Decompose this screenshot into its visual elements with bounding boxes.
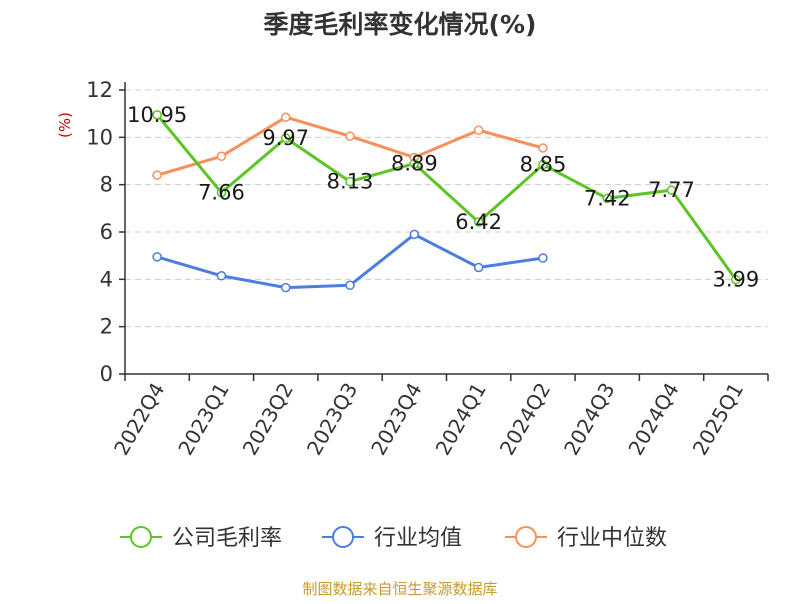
data-point [409, 229, 420, 240]
data-point [216, 271, 227, 281]
series-line-0 [156, 113, 738, 281]
data-point [473, 217, 484, 227]
y-tick-label: 0 [100, 362, 113, 386]
y-tick-label: 10 [86, 125, 113, 149]
source-note: 制图数据来自恒生聚源数据库 [302, 580, 497, 598]
data-label: 7.66 [198, 181, 245, 205]
y-tick-label: 6 [100, 220, 113, 244]
x-tick-label: 2024Q4 [623, 379, 683, 460]
data-label: 9.97 [262, 126, 309, 150]
data-point [538, 253, 548, 263]
data-point [602, 193, 612, 204]
data-point [538, 143, 548, 153]
chart-title: 季度毛利率变化情况(%) [264, 10, 537, 39]
y-tick-label: 12 [86, 78, 113, 102]
data-point [281, 133, 291, 143]
x-tick-label: 2023Q1 [173, 379, 233, 460]
legend-label: 公司毛利率 [172, 526, 282, 551]
data-label: 8.85 [520, 153, 567, 177]
data-point [216, 187, 227, 198]
x-tick-label: 2023Q2 [238, 379, 298, 460]
data-point [281, 112, 291, 122]
y-axis-label: (%) [56, 112, 74, 138]
x-tick-label: 2025Q1 [688, 379, 748, 460]
data-point [666, 185, 677, 195]
data-point [216, 151, 227, 162]
y-tick-label: 8 [100, 173, 113, 197]
data-label: 6.42 [455, 210, 502, 234]
data-point [345, 280, 355, 290]
x-tick-label: 2022Q4 [109, 379, 169, 460]
data-point [409, 158, 420, 169]
legend-label: 行业中位数 [557, 526, 667, 551]
data-label: 8.13 [327, 170, 374, 194]
data-point [345, 131, 355, 141]
data-label: 7.42 [584, 186, 631, 210]
legend-label: 行业均值 [374, 526, 462, 551]
x-tick-label: 2024Q3 [559, 379, 619, 460]
x-tick-label: 2024Q1 [431, 379, 491, 460]
x-tick-label: 2023Q3 [302, 379, 362, 460]
data-point [152, 110, 162, 120]
legend-marker [332, 526, 354, 548]
data-point [281, 282, 291, 293]
data-point [473, 262, 484, 273]
data-point [538, 159, 548, 170]
y-tick-label: 2 [100, 315, 113, 339]
data-point [731, 274, 741, 285]
data-point [152, 252, 162, 262]
y-tick-label: 4 [100, 267, 113, 291]
data-label: 3.99 [712, 268, 759, 292]
x-tick-label: 2024Q2 [495, 379, 555, 460]
series-line-2 [156, 115, 544, 177]
x-tick-label: 2023Q4 [366, 379, 426, 460]
data-point [473, 125, 484, 135]
data-point [152, 170, 162, 180]
data-label: 7.77 [648, 178, 695, 202]
legend-marker [130, 526, 152, 548]
data-point [345, 176, 355, 187]
data-label: 8.89 [391, 152, 438, 176]
legend-marker [515, 526, 537, 548]
data-label: 10.95 [127, 103, 187, 127]
